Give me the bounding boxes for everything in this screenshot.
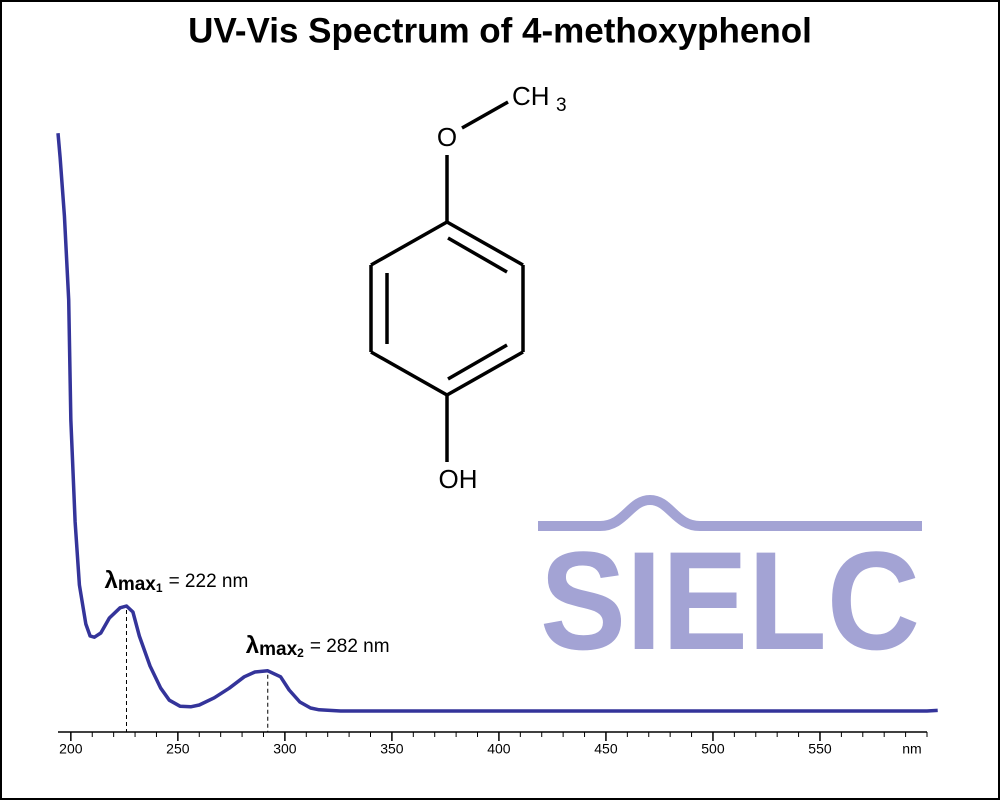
- peak-label-part: λ: [104, 567, 117, 594]
- peak-label-part: max: [118, 574, 156, 595]
- x-tick-label: 550: [808, 741, 832, 757]
- spectrum-line: [56, 133, 938, 713]
- x-tick-label: 250: [166, 741, 190, 757]
- peak-label-part: = 222 nm: [169, 571, 249, 592]
- x-tick-label: 450: [594, 741, 618, 757]
- molecule: [369, 100, 525, 462]
- peak-label-part: 2: [297, 646, 304, 660]
- atom-subscript: 3: [556, 95, 567, 116]
- x-tick-label: 500: [701, 741, 725, 757]
- x-tick-label: 350: [380, 741, 404, 757]
- atom-label: CH: [512, 81, 550, 111]
- peak-label-part: = 282 nm: [310, 636, 390, 657]
- peak-label: λmax1 = 222 nm: [104, 567, 248, 595]
- logo-swoosh: [538, 494, 922, 531]
- atom-label: O: [437, 122, 457, 152]
- chart-title: UV-Vis Spectrum of 4-methoxyphenol: [188, 11, 812, 50]
- peak-label-part: max: [259, 639, 297, 660]
- peak-label-part: 1: [156, 581, 163, 595]
- peak-label-part: λ: [246, 632, 259, 659]
- x-tick-label: 400: [487, 741, 511, 757]
- x-tick-label: 200: [59, 741, 83, 757]
- x-tick-label: 300: [273, 741, 297, 757]
- logo: SIELC: [540, 522, 920, 679]
- x-axis-label: nm: [902, 741, 921, 757]
- peak-label: λmax2 = 282 nm: [246, 632, 390, 660]
- atom-label: OH: [439, 464, 478, 494]
